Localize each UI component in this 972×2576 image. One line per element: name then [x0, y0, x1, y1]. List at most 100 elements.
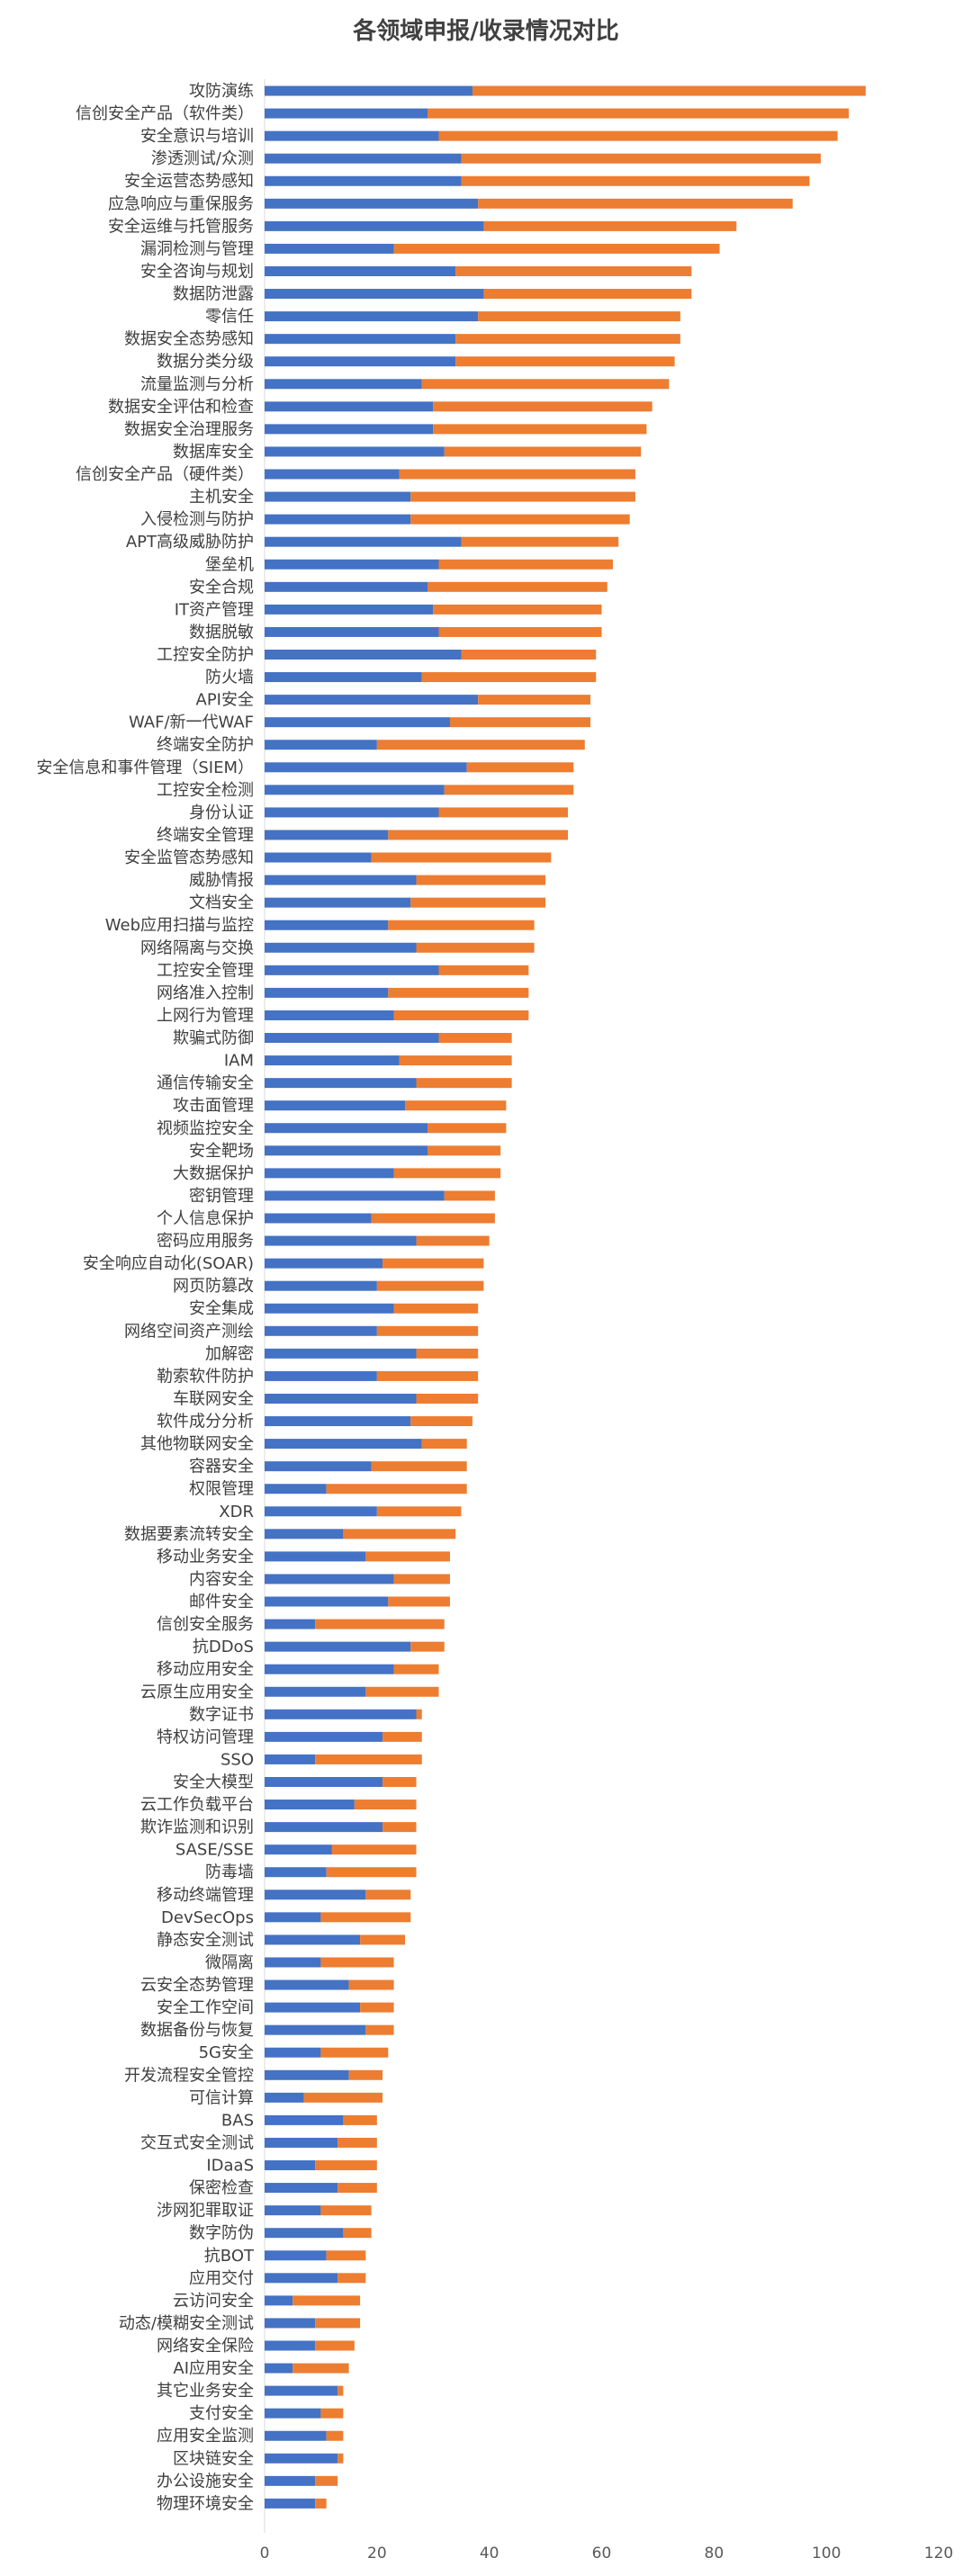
category-label: 移动终端管理	[157, 1886, 254, 1905]
category-label: 攻防演练	[189, 82, 254, 101]
bar-segment-blue	[265, 1416, 411, 1427]
bar-segment-blue	[265, 514, 411, 525]
bar-segment-blue	[265, 1957, 321, 1968]
bar-segment-orange	[343, 2114, 377, 2125]
bar-segment-blue	[265, 1348, 417, 1359]
bar-segment-blue	[265, 762, 467, 773]
bar-segment-blue	[265, 785, 445, 795]
bar-segment-orange	[433, 401, 652, 412]
x-tick-label: 60	[592, 2545, 612, 2563]
bar-segment-orange	[371, 1213, 495, 1224]
category-label: 防毒墙	[205, 1863, 254, 1882]
bar-segment-orange	[315, 2475, 338, 2486]
bar-segment-orange	[343, 2228, 372, 2239]
bar-segment-blue	[265, 85, 472, 96]
bar-segment-orange	[320, 1957, 394, 1968]
bar-segment-orange	[382, 1731, 422, 1742]
bar-segment-blue	[265, 672, 422, 683]
bar-segment-blue	[265, 2250, 327, 2261]
bar-segment-orange	[343, 1529, 456, 1539]
category-label: 应急响应与重保服务	[108, 194, 254, 213]
category-label: 终端安全防护	[157, 736, 254, 755]
bar-segment-blue	[265, 1709, 417, 1719]
x-tick-label: 20	[367, 2545, 387, 2563]
category-label: 上网行为管理	[157, 1006, 254, 1025]
bar-segment-orange	[410, 514, 630, 525]
bar-segment-blue	[265, 2047, 321, 2058]
bar-segment-blue	[265, 2137, 338, 2148]
category-label: 云安全态势管理	[140, 1976, 254, 1995]
category-label: 邮件安全	[189, 1593, 254, 1611]
bar-segment-blue	[265, 243, 394, 254]
bar-segment-blue	[265, 1574, 394, 1584]
bar-segment-orange	[399, 1055, 512, 1066]
category-label: 数据库安全	[173, 443, 254, 462]
bar-segment-blue	[265, 1280, 377, 1291]
bar-segment-blue	[265, 265, 456, 276]
bar-segment-blue	[265, 1393, 417, 1404]
bar-segment-blue	[265, 2475, 316, 2486]
category-label: IAM	[224, 1052, 254, 1071]
bar-segment-orange	[320, 2408, 344, 2419]
category-label: 应用安全监测	[157, 2427, 254, 2446]
bar-segment-blue	[265, 2363, 293, 2374]
category-label: WAF/新一代WAF	[129, 714, 254, 732]
bar-segment-blue	[265, 130, 439, 141]
bar-segment-blue	[265, 2160, 316, 2171]
category-label: 可信计算	[189, 2088, 254, 2107]
bar-segment-orange	[388, 1596, 450, 1607]
category-label: 网页防篡改	[173, 1276, 254, 1296]
bar-segment-orange	[410, 1416, 472, 1427]
bar-segment-blue	[265, 852, 372, 863]
bar-segment-blue	[265, 626, 439, 637]
category-label: 网络准入控制	[157, 983, 254, 1002]
category-label: 应用交付	[189, 2269, 254, 2288]
category-label: 信创安全产品（软件类）	[76, 104, 254, 123]
bar-segment-orange	[365, 1889, 411, 1900]
bar-segment-orange	[421, 672, 597, 683]
bar-segment-blue	[265, 1596, 389, 1607]
bar-segment-orange	[410, 491, 635, 502]
category-label: 安全运维与托管服务	[108, 217, 254, 236]
category-label: 内容安全	[189, 1570, 254, 1589]
bar-segment-orange	[433, 604, 602, 615]
x-tick-label: 120	[924, 2545, 953, 2563]
bar-segment-orange	[348, 1979, 394, 1990]
bar-segment-blue	[265, 289, 484, 300]
bar-segment-orange	[416, 1709, 422, 1719]
bar-segment-orange	[292, 2363, 349, 2374]
bar-segment-orange	[338, 2453, 344, 2464]
bar-segment-blue	[265, 1889, 366, 1900]
category-label: 信创安全服务	[157, 1615, 254, 1634]
bar-segment-blue	[265, 1777, 383, 1787]
bar-segment-blue	[265, 1641, 411, 1652]
category-label: 文档安全	[189, 893, 254, 912]
bar-segment-orange	[438, 807, 569, 818]
category-label: 欺骗式防御	[173, 1029, 254, 1048]
bar-segment-orange	[416, 875, 546, 885]
x-tick-label: 80	[705, 2545, 724, 2563]
category-label: 权限管理	[189, 1480, 254, 1499]
bar-segment-orange	[365, 2024, 394, 2035]
bar-segment-orange	[433, 424, 647, 435]
bars-group	[265, 85, 866, 2509]
bar-segment-blue	[265, 356, 456, 367]
bar-segment-blue	[265, 2340, 316, 2351]
bar-segment-orange	[410, 1641, 445, 1652]
bar-segment-orange	[315, 2160, 377, 2171]
bar-segment-orange	[405, 1100, 507, 1111]
bar-segment-orange	[371, 852, 552, 863]
bar-segment-orange	[365, 1551, 450, 1562]
category-label: 安全意识与培训	[140, 127, 254, 146]
bar-segment-orange	[331, 1844, 417, 1855]
category-label: 移动应用安全	[157, 1660, 254, 1679]
bar-segment-blue	[265, 2069, 349, 2080]
bar-segment-blue	[265, 1529, 344, 1539]
bar-segment-orange	[455, 265, 692, 276]
bar-segment-blue	[265, 2183, 338, 2194]
bar-segment-orange	[444, 785, 574, 795]
bar-segment-orange	[455, 334, 680, 345]
bar-segment-orange	[360, 2002, 394, 2013]
bar-segment-orange	[428, 108, 850, 119]
